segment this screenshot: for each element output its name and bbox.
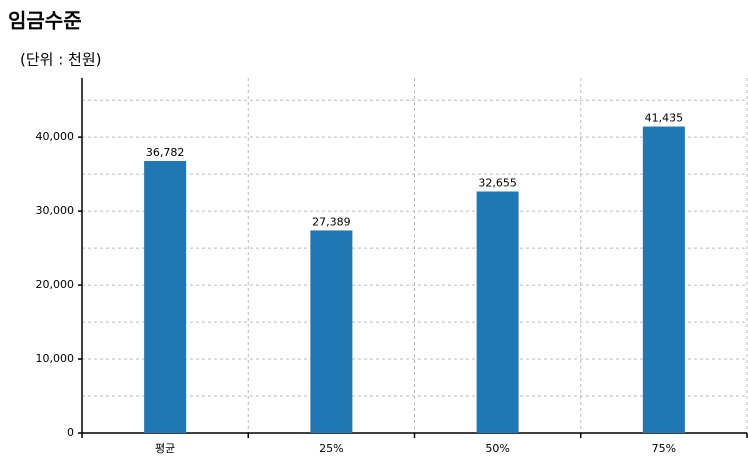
bar	[642, 126, 685, 433]
x-tick-label: 75%	[652, 442, 676, 455]
chart-title: 임금수준	[8, 9, 82, 33]
chart-subtitle: (단위 : 천원)	[20, 51, 102, 69]
data-label: 41,435	[645, 112, 684, 125]
bar	[476, 191, 519, 433]
bar	[310, 230, 353, 433]
y-tick-label: 40,000	[36, 130, 75, 143]
y-tick-label: 10,000	[36, 352, 75, 365]
x-tick-label: 50%	[485, 442, 509, 455]
bar	[144, 160, 187, 433]
y-tick-label: 0	[67, 426, 74, 439]
x-tick-label: 25%	[319, 442, 343, 455]
y-tick-label: 20,000	[36, 278, 75, 291]
x-tick-label: 평균	[155, 442, 175, 455]
data-label: 32,655	[478, 176, 517, 189]
y-tick-label: 30,000	[36, 204, 75, 217]
data-label: 27,389	[312, 215, 351, 228]
data-label: 36,782	[146, 146, 185, 159]
